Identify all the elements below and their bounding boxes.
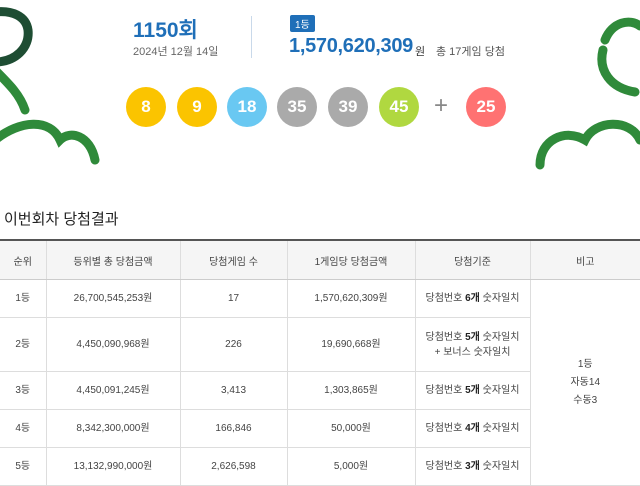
per-game-cell: 1,303,865원 — [287, 371, 416, 410]
header-games: 당첨게임 수 — [180, 239, 288, 280]
total-cell: 8,342,300,000원 — [46, 409, 181, 448]
per-game-cell: 19,690,668원 — [287, 317, 416, 372]
note-line: 자동14 — [570, 376, 601, 388]
criteria-text: 당첨번호 — [425, 293, 466, 304]
decorative-clouds — [0, 7, 640, 170]
header-per-game: 1게임당 당첨금액 — [287, 239, 416, 280]
winning-ball: 9 — [177, 87, 217, 127]
criteria-cell: 당첨번호 4개 숫자일치 — [415, 409, 531, 448]
per-game-cell: 1,570,620,309원 — [287, 279, 416, 318]
rank-cell: 1등 — [0, 279, 47, 318]
plus-icon: + — [434, 92, 449, 119]
winning-ball: 18 — [227, 87, 267, 127]
criteria-text: 숫자일치 — [479, 331, 520, 343]
winning-ball: 39 — [328, 87, 368, 127]
criteria-text: 당첨번호 — [425, 385, 466, 396]
criteria-count: 5개 — [465, 385, 480, 396]
table-row: 3등 4,450,091,245원 3,413 1,303,865원 당첨번호 … — [0, 371, 640, 410]
note-line: 1등 — [577, 358, 593, 370]
rank-cell: 5등 — [0, 447, 47, 486]
header-total: 등위별 총 당첨금액 — [46, 239, 181, 280]
criteria-text: 당첨번호 — [425, 423, 466, 434]
rank-badge: 1등 — [290, 15, 315, 32]
games-cell: 3,413 — [180, 371, 288, 410]
criteria-count: 4개 — [465, 423, 480, 434]
results-table: 순위 등위별 총 당첨금액 당첨게임 수 1게임당 당첨금액 당첨기준 비고 1… — [0, 239, 640, 486]
header-criteria: 당첨기준 — [415, 239, 531, 280]
divider — [251, 16, 252, 58]
games-cell: 166,846 — [180, 409, 288, 448]
criteria-count: 5개 — [465, 331, 480, 343]
games-cell: 17 — [180, 279, 288, 318]
criteria-cell: 당첨번호 5개 숫자일치 + 보너스 숫자일치 — [415, 317, 531, 372]
total-cell: 4,450,091,245원 — [46, 371, 181, 410]
criteria-text: 숫자일치 — [479, 293, 520, 304]
criteria-cell: 당첨번호 5개 숫자일치 — [415, 371, 531, 410]
rank-cell: 4등 — [0, 409, 47, 448]
note-line: 수동3 — [573, 394, 598, 406]
criteria-text: 숫자일치 — [479, 461, 520, 472]
winning-ball: 35 — [277, 87, 317, 127]
total-cell: 13,132,990,000원 — [46, 447, 181, 486]
games-cell: 226 — [180, 317, 288, 372]
results-title: 이번회차 당첨결과 — [4, 211, 119, 228]
total-cell: 4,450,090,968원 — [46, 317, 181, 372]
criteria-count: 3개 — [465, 461, 480, 472]
table-header-row: 순위 등위별 총 당첨금액 당첨게임 수 1게임당 당첨금액 당첨기준 비고 — [0, 239, 640, 280]
rank-cell: 3등 — [0, 371, 47, 410]
first-prize-unit: 원 — [415, 46, 426, 58]
header-rank: 순위 — [0, 239, 47, 280]
per-game-cell: 5,000원 — [287, 447, 416, 486]
games-cell: 2,626,598 — [180, 447, 288, 486]
total-cell: 26,700,545,253원 — [46, 279, 181, 318]
table-row: 2등 4,450,090,968원 226 19,690,668원 당첨번호 5… — [0, 317, 640, 372]
criteria-count: 6개 — [465, 293, 480, 304]
draw-number: 1150회 — [133, 19, 198, 42]
bonus-ball: 25 — [466, 87, 506, 127]
rank-cell: 2등 — [0, 317, 47, 372]
criteria-cell: 당첨번호 3개 숫자일치 — [415, 447, 531, 486]
first-prize-winners: 총 17게임 당첨 — [436, 46, 505, 58]
criteria-text: 당첨번호 — [425, 461, 466, 472]
criteria-text: 숫자일치 — [479, 385, 520, 396]
draw-date: 2024년 12월 14일 — [133, 46, 219, 58]
winning-ball: 45 — [379, 87, 419, 127]
criteria-text: 당첨번호 — [425, 331, 466, 343]
table-row: 1등 26,700,545,253원 17 1,570,620,309원 당첨번… — [0, 279, 640, 486]
first-prize-amount: 1,570,620,309 — [289, 35, 414, 57]
winning-ball: 8 — [126, 87, 166, 127]
criteria-bonus: + 보너스 숫자일치 — [434, 346, 511, 358]
criteria-text: 숫자일치 — [479, 423, 520, 434]
note-cell: 1등 자동14 수동3 — [530, 279, 640, 486]
table-row: 4등 8,342,300,000원 166,846 50,000원 당첨번호 4… — [0, 409, 640, 448]
per-game-cell: 50,000원 — [287, 409, 416, 448]
draw-summary: 1150회 2024년 12월 14일 1등 1,570,620,309 원 총… — [0, 0, 640, 182]
criteria-cell: 당첨번호 6개 숫자일치 — [415, 279, 531, 318]
header-note: 비고 — [530, 239, 640, 280]
